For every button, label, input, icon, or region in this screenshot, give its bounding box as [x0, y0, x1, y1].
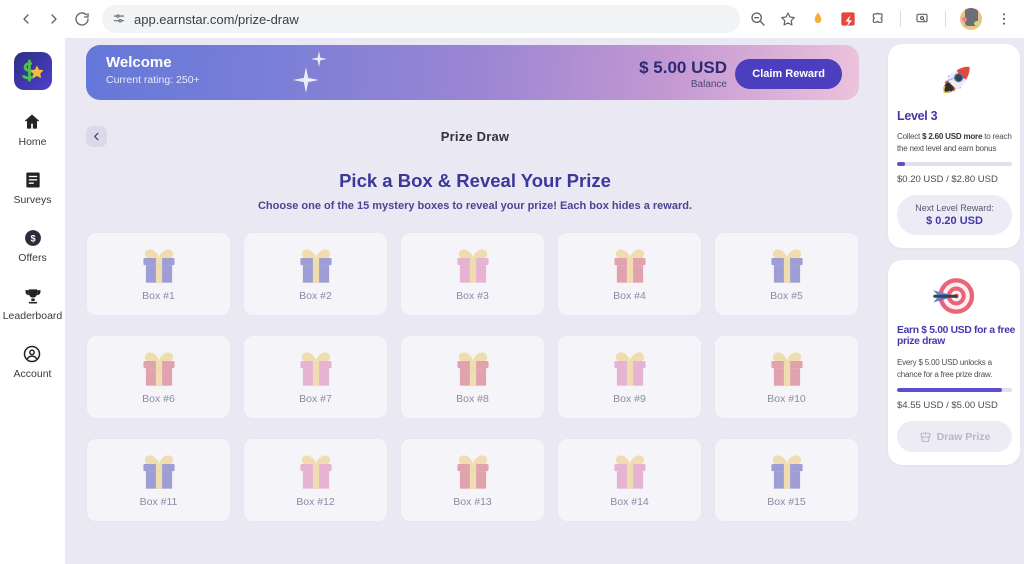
svg-text:$: $ [30, 234, 35, 244]
